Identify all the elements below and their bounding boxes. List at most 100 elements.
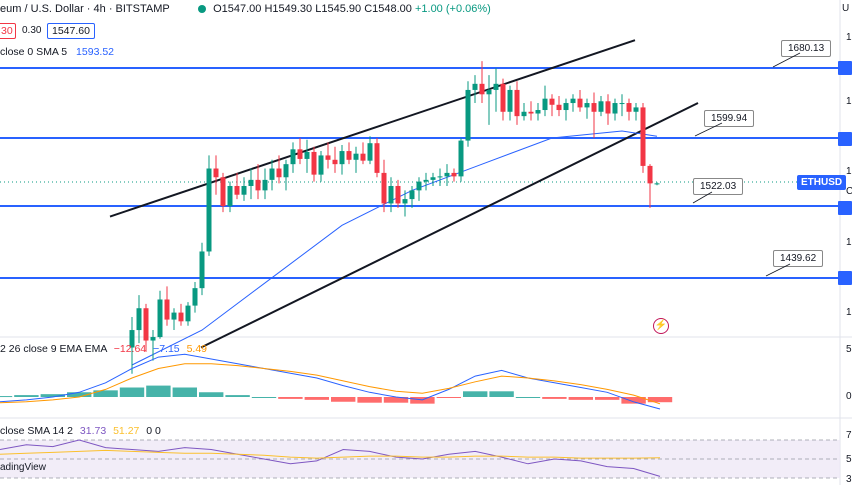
candle-body	[325, 155, 331, 160]
macd-histogram-bar	[93, 390, 118, 397]
macd-axis-top: 5	[846, 344, 852, 355]
macd-histogram-bar	[67, 392, 92, 397]
candle-body	[598, 101, 604, 112]
macd-histogram-bar	[595, 397, 620, 400]
macd-signal-line	[0, 363, 661, 405]
candle-body	[360, 153, 366, 161]
rsi-axis-bot: 3	[846, 474, 852, 485]
macd-histogram-bar	[357, 397, 382, 403]
rsi-legend-label: close SMA 14 2	[0, 425, 73, 437]
ohlc-low: L1545.90	[315, 3, 362, 15]
candle-body	[458, 140, 464, 177]
macd-pane	[0, 353, 673, 410]
candle-body	[570, 98, 576, 104]
channel-lower	[200, 102, 699, 349]
axis-label-2: 1	[846, 96, 852, 107]
macd-histogram-bar	[568, 397, 593, 400]
rsi-ma-line	[0, 449, 661, 459]
candle-body	[339, 151, 345, 165]
rsi-line	[0, 439, 661, 477]
candle-body	[423, 179, 429, 182]
macd-histogram-bar	[146, 385, 171, 397]
level-edge-1522	[838, 201, 852, 215]
candle-body	[304, 151, 310, 159]
candle-body	[178, 312, 184, 322]
axis-label-top: U	[842, 3, 850, 14]
spread-value: 0.30	[22, 25, 42, 36]
macd-histogram-bar	[542, 397, 567, 399]
candle-body	[451, 172, 457, 177]
candle-body	[647, 165, 653, 184]
candle-body	[164, 299, 170, 320]
axis-label-c: C	[846, 186, 852, 197]
buy-button[interactable]: 1547.60	[47, 23, 95, 39]
rsi-value-3: 0 0	[146, 425, 161, 437]
candle-body	[171, 312, 177, 320]
candle-body	[262, 179, 268, 191]
level-tag-1522[interactable]: 1522.03	[693, 178, 744, 195]
candle-body	[549, 98, 555, 105]
candle-body	[619, 103, 625, 105]
candle-body	[185, 305, 191, 322]
macd-histogram-bar	[621, 397, 646, 404]
candle-body	[416, 181, 422, 191]
candle-body	[318, 155, 324, 175]
trend-channel[interactable]	[109, 39, 699, 349]
candle-body	[136, 308, 142, 331]
level-edge-1680	[838, 61, 852, 75]
rsi-value-2: 51.27	[113, 425, 140, 437]
macd-histogram-bar	[172, 387, 197, 397]
macd-legend-label: 2 26 close 9 EMA EMA	[0, 343, 107, 355]
candle-body	[157, 299, 163, 338]
rsi-value-1: 31.73	[79, 425, 107, 437]
tradingview-watermark: adingView	[0, 462, 46, 473]
macd-histogram-bar	[251, 397, 277, 398]
level-tag-1680[interactable]: 1680.13	[781, 40, 832, 57]
candle-body	[507, 89, 513, 112]
axis-label-5: 1	[846, 307, 852, 318]
ohlc-change: +1.00 (+0.06%)	[414, 3, 491, 15]
symbol-price-label[interactable]: ETHUSD	[797, 175, 847, 190]
level-tag-1600[interactable]: 1599.94	[704, 110, 755, 127]
candle-body	[535, 110, 541, 114]
candle-body	[472, 83, 478, 90]
candle-body	[199, 251, 205, 289]
candle-body	[584, 103, 590, 108]
candle-body	[241, 185, 247, 195]
candle-body	[493, 83, 499, 90]
candle-body	[521, 111, 527, 117]
macd-histogram-bar	[119, 387, 145, 397]
rsi-legend[interactable]: close SMA 14 2 31.73 51.27 0 0	[0, 425, 161, 437]
level-tag-1440[interactable]: 1439.62	[773, 250, 824, 267]
symbol-header: eum / U.S. Dollar · 4h · BITSTAMP	[0, 3, 170, 15]
candle-body	[605, 101, 611, 114]
sell-button[interactable]: 30	[0, 23, 16, 39]
candle-body	[255, 179, 261, 191]
candle-body	[640, 107, 646, 166]
market-status-icon	[198, 5, 206, 14]
candle-body	[353, 153, 359, 160]
macd-histogram-bar	[40, 394, 65, 397]
alert-bolt-icon[interactable]: ⚡	[653, 318, 669, 334]
candle-body	[528, 111, 534, 114]
candle-body	[500, 83, 506, 112]
macd-axis-zero: 0	[846, 391, 852, 402]
candle-body	[542, 98, 548, 111]
macd-legend[interactable]: 2 26 close 9 EMA EMA −12.64 −7.15 5.49	[0, 343, 207, 355]
candle-body	[409, 190, 415, 200]
axis-label-3: 1	[846, 166, 852, 177]
macd-value-1: −12.64	[113, 343, 147, 355]
candle-body	[612, 103, 618, 114]
sma-legend-label: close 0 SMA 5	[0, 46, 68, 58]
candle-body	[395, 185, 401, 204]
macd-line	[0, 353, 661, 410]
candle-body	[269, 168, 275, 180]
candle-body	[381, 172, 387, 204]
macd-histogram-bar	[14, 395, 39, 397]
candle-body	[332, 159, 338, 165]
sma-legend[interactable]: close 0 SMA 5 1593.52	[0, 46, 114, 58]
channel-upper	[109, 39, 636, 218]
candle-body	[556, 104, 562, 111]
